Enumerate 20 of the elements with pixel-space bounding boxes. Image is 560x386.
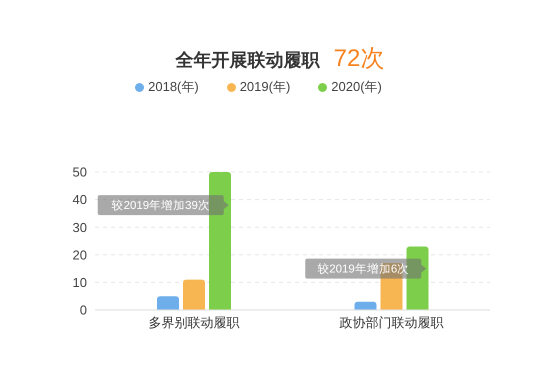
- legend-label: 2020(年): [331, 79, 382, 94]
- y-tick-label: 20: [72, 247, 87, 262]
- legend-label: 2019(年): [240, 79, 290, 94]
- y-tick-label: 0: [80, 302, 87, 318]
- bar: [183, 280, 205, 310]
- chart-subtitle: 72次: [334, 45, 384, 72]
- legend-label: 2018(年): [148, 79, 199, 94]
- bar: [209, 172, 231, 310]
- y-tick-label: 50: [72, 164, 87, 180]
- annotation: 较2019年增加39次: [112, 199, 210, 212]
- annotation: 较2019年增加6次: [317, 262, 410, 276]
- bar: [354, 302, 376, 310]
- x-tick-label: 多界别联动履职: [148, 315, 240, 330]
- bar: [157, 296, 179, 310]
- y-tick-label: 30: [72, 220, 87, 235]
- bar: [406, 246, 428, 310]
- y-tick-label: 10: [72, 275, 87, 290]
- chart-title: 全年开展联动履职: [176, 50, 320, 70]
- y-tick-label: 40: [72, 192, 87, 208]
- x-tick-label: 政协部门联动履职: [339, 315, 444, 330]
